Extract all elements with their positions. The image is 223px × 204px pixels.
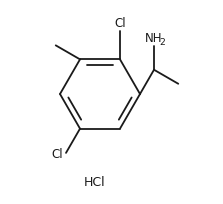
Text: 2: 2	[159, 38, 165, 47]
Text: Cl: Cl	[51, 148, 63, 161]
Text: HCl: HCl	[84, 176, 106, 188]
Text: Cl: Cl	[114, 17, 126, 30]
Text: NH: NH	[145, 32, 163, 45]
